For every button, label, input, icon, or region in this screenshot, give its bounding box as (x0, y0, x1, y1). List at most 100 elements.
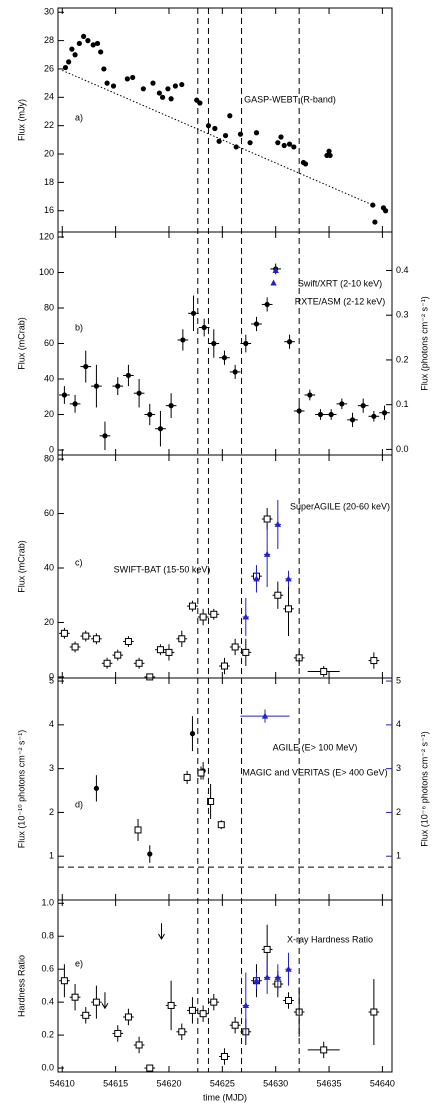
point (178, 635, 186, 643)
point (199, 1010, 207, 1018)
point (62, 64, 69, 71)
point (66, 59, 72, 65)
point (237, 131, 244, 137)
point (93, 785, 100, 791)
point (270, 279, 277, 286)
y-tick-label: 0.4 (41, 997, 54, 1007)
point (104, 80, 110, 86)
point (210, 610, 218, 618)
point (179, 81, 185, 88)
y2-axis-label: Flux (photons cm⁻² s⁻¹) (419, 296, 429, 391)
upper-limit (158, 923, 165, 941)
point (150, 80, 156, 86)
point (278, 134, 284, 140)
point (82, 632, 90, 640)
point (207, 797, 215, 805)
x-tick-label: 54620 (156, 1078, 181, 1088)
point (71, 993, 79, 1001)
point (69, 46, 75, 52)
y2-tick-label: 0.2 (396, 354, 409, 364)
point (217, 821, 225, 829)
point (275, 140, 281, 146)
y-axis-label: Flux (10⁻¹⁰ photons cm⁻² s⁻¹) (16, 730, 26, 848)
y-tick-label: 40 (44, 373, 54, 383)
point (317, 411, 324, 418)
point (71, 643, 79, 651)
point (183, 773, 191, 781)
point (326, 148, 332, 154)
series-label: RXTE/ASM (2-12 keV) (295, 296, 386, 306)
point (381, 410, 388, 416)
point (253, 130, 260, 136)
point (264, 301, 270, 308)
point (124, 76, 130, 82)
y2-tick-label: 2 (396, 807, 401, 817)
point (61, 392, 68, 398)
point (212, 125, 218, 132)
point (371, 413, 377, 419)
point (147, 851, 153, 857)
y-tick-label: 4 (49, 719, 54, 729)
point (72, 52, 78, 58)
y-tick-label: 20 (44, 148, 54, 158)
point (140, 86, 146, 92)
point (130, 74, 136, 81)
point (272, 266, 279, 273)
point (157, 426, 164, 432)
point (370, 1008, 378, 1016)
point (156, 90, 162, 96)
point (124, 638, 132, 646)
y-tick-label: 80 (44, 453, 54, 463)
point (263, 515, 271, 523)
point (115, 383, 121, 389)
panel-label: e) (75, 958, 83, 968)
point (370, 657, 378, 665)
y-tick-label: 60 (44, 508, 54, 518)
point (274, 591, 282, 599)
y-tick-label: 2 (49, 807, 54, 817)
series-label: GASP-WEBT (R-band) (244, 94, 336, 104)
y-tick-label: 100 (39, 267, 54, 277)
point (101, 66, 107, 72)
panel-frame (57, 454, 393, 679)
point (211, 340, 217, 347)
point (286, 141, 293, 147)
point (201, 324, 207, 331)
point (205, 123, 212, 129)
upper-limit (101, 992, 109, 1010)
point (247, 140, 253, 146)
point (370, 202, 376, 208)
point (189, 731, 196, 737)
y-tick-label: 0 (49, 444, 54, 454)
point (82, 1011, 90, 1019)
y-axis-label: Flux (mCrab) (16, 540, 26, 593)
point (285, 965, 292, 972)
point (81, 33, 87, 39)
trend-line (62, 69, 377, 207)
point (220, 1053, 228, 1061)
y-tick-label: 0.2 (41, 1029, 54, 1039)
y-tick-label: 0 (49, 671, 54, 681)
point (231, 1021, 239, 1029)
y-tick-label: 3 (49, 763, 54, 773)
point (92, 635, 100, 643)
panel-label: d) (75, 799, 83, 809)
x-tick-label: 54635 (317, 1078, 342, 1088)
y2-tick-label: 5 (396, 675, 401, 685)
point (274, 520, 282, 527)
point (114, 651, 122, 659)
point (190, 310, 197, 316)
y-tick-label: 120 (39, 231, 54, 241)
y-tick-label: 24 (44, 92, 54, 102)
point (284, 996, 292, 1004)
point (286, 339, 293, 345)
point (167, 1001, 175, 1009)
y-tick-label: 16 (44, 205, 54, 215)
y-tick-label: 1.0 (41, 898, 54, 908)
y-tick-label: 22 (44, 120, 54, 130)
x-tick-label: 54630 (263, 1078, 288, 1088)
point (168, 403, 174, 409)
x-tick-label: 54625 (210, 1078, 235, 1088)
point (320, 1046, 328, 1054)
y-tick-label: 30 (44, 7, 54, 17)
